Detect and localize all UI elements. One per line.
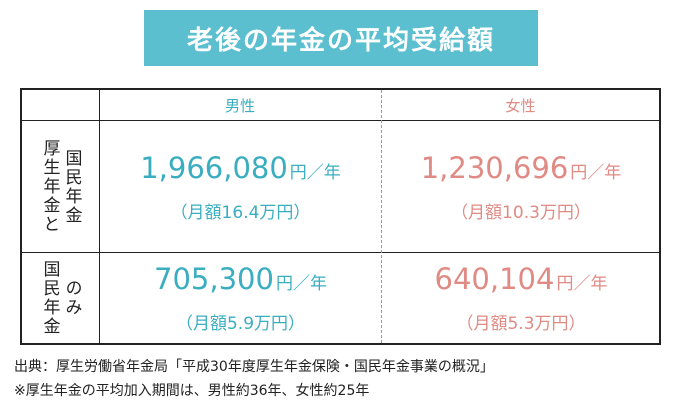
cell-female-row2: 640,104 円／年 （月額5.3万円）: [382, 253, 660, 343]
source-note: 出典：厚生労働省年金局「平成30年度厚生年金保険・国民年金事業の概況」: [14, 359, 494, 375]
monthly-female-row1: （月額10.3万円）: [451, 202, 591, 223]
monthly-male-row1: （月額16.4万円）: [170, 202, 311, 223]
row-label-kosei-kokumin: 厚生年金と 国民年金: [22, 121, 99, 252]
row-label-part-2: のみ: [61, 279, 82, 317]
monthly-female-row2: （月額5.3万円）: [456, 314, 586, 334]
cell-female-row1: 1,230,696 円／年 （月額10.3万円）: [382, 121, 660, 252]
row-divider: [22, 252, 659, 253]
amount-male-row1: 1,966,080 円／年: [140, 151, 341, 190]
header-male: 男性: [224, 96, 255, 115]
page-title: 老後の年金の平均受給額: [144, 10, 538, 66]
row-label-part-1: 国民年金: [39, 260, 60, 336]
amount-male-row2: 705,300 円／年: [154, 262, 327, 301]
amount-unit: 円／年: [289, 162, 341, 183]
monthly-male-row2: （月額5.9万円）: [175, 314, 306, 334]
row-label-part-2: 国民年金: [61, 148, 82, 225]
amount-value: 640,104: [434, 262, 555, 296]
label-column-divider: [99, 90, 100, 343]
amount-female-row2: 640,104 円／年: [435, 262, 608, 301]
amount-female-row1: 1,230,696 円／年: [421, 151, 622, 190]
amount-value: 705,300: [154, 262, 274, 296]
header-female: 女性: [505, 96, 536, 115]
amount-unit: 円／年: [275, 274, 327, 294]
header-divider: [22, 120, 659, 121]
amount-value: 1,966,080: [140, 150, 288, 185]
remark-note: ※厚生年金の平均加入期間は、男性約36年、女性約25年: [14, 383, 370, 399]
gender-column-divider: [381, 90, 382, 343]
amount-value: 1,230,696: [420, 150, 569, 185]
cell-male-row2: 705,300 円／年 （月額5.9万円）: [100, 253, 381, 343]
row-label-part-1: 厚生年金と: [39, 139, 60, 234]
row-label-kokumin-only: 国民年金 のみ: [22, 253, 99, 343]
amount-unit: 円／年: [570, 162, 622, 183]
cell-male-row1: 1,966,080 円／年 （月額16.4万円）: [100, 121, 381, 252]
pension-table: 男性 女性 厚生年金と 国民年金 1,966,080 円／年 （月額16.4万円）…: [20, 88, 661, 345]
amount-unit: 円／年: [556, 274, 608, 294]
